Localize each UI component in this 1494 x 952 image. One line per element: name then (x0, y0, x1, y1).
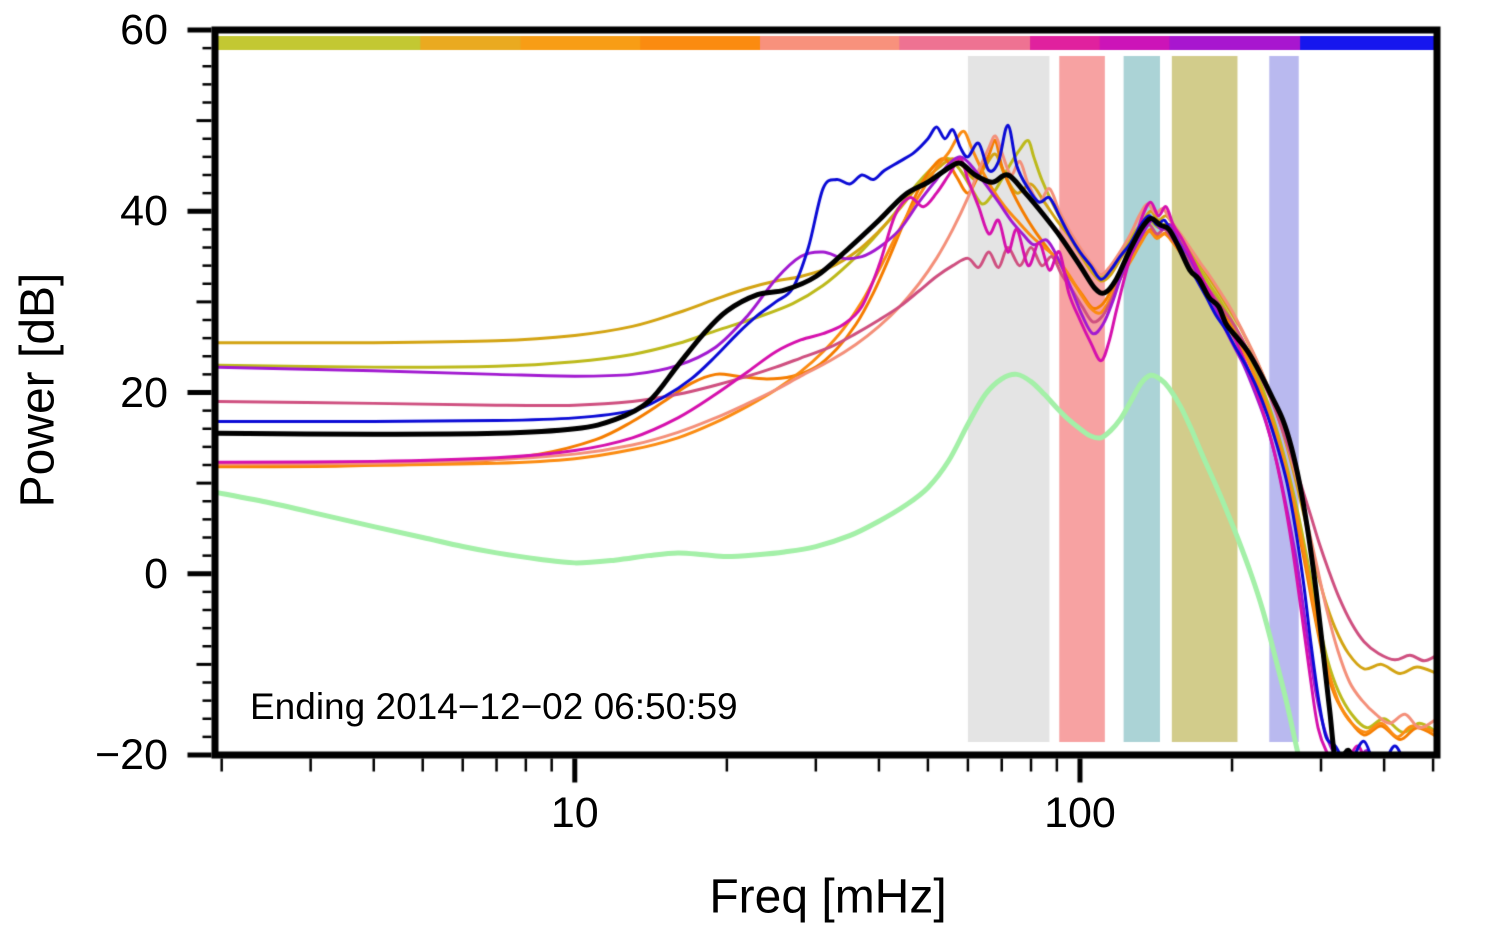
x-axis-title: Freq [mHz] (709, 870, 947, 924)
y-tick-label: −20 (95, 731, 168, 779)
y-tick-label: 60 (120, 6, 168, 54)
ending-time-annotation: Ending 2014−12−02 06:50:59 (250, 686, 738, 727)
y-tick-label: 0 (144, 549, 168, 598)
y-tick-label: 20 (120, 368, 168, 417)
x-tick-label: 10 (550, 789, 599, 837)
x-tick-label: 100 (1044, 789, 1116, 837)
y-tick-label: 40 (120, 187, 168, 236)
